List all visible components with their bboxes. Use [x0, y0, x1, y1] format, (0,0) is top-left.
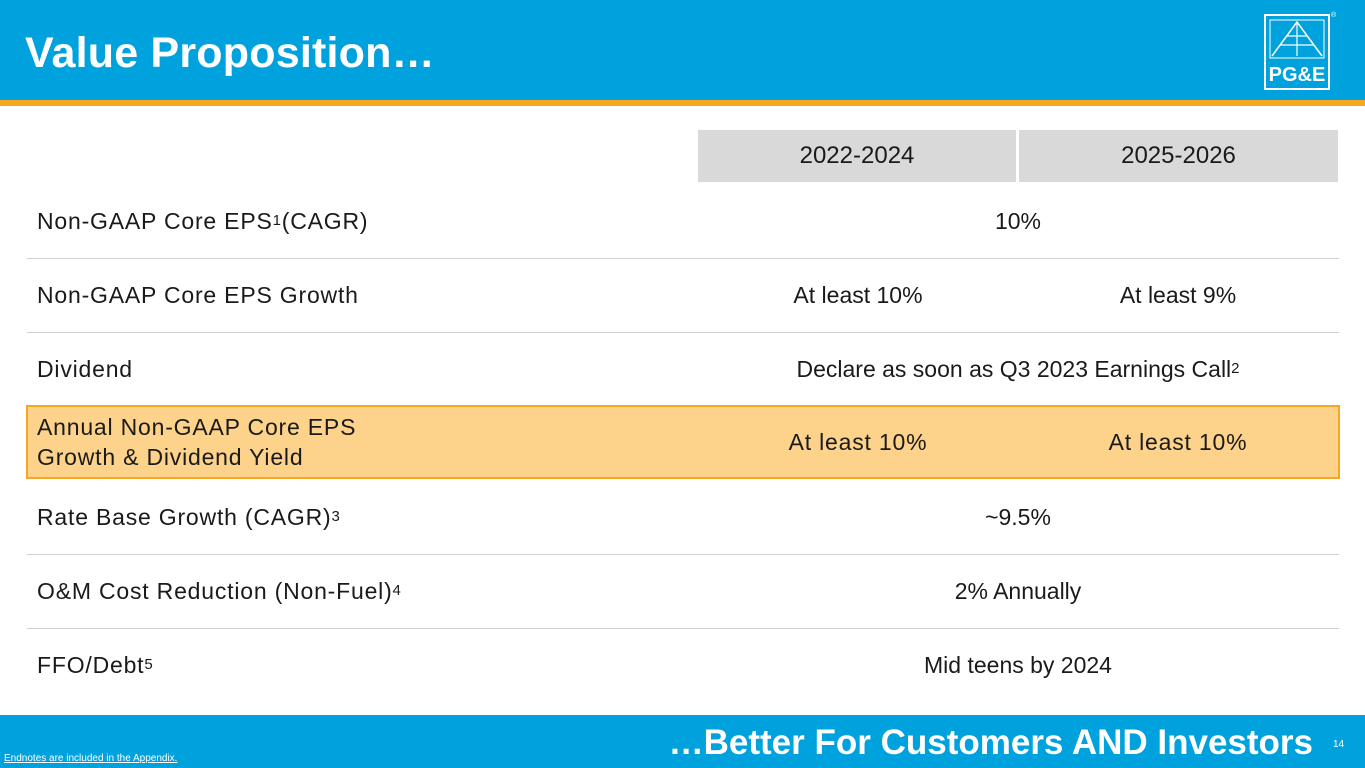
footer-tagline: …Better For Customers AND Investors	[668, 723, 1313, 762]
row-label: Non-GAAP Core EPS Growth	[37, 282, 359, 308]
pge-logo: PG&E	[1264, 14, 1330, 90]
row-value-2025-2026: At least 10%	[1108, 428, 1248, 455]
row-value: 10%	[994, 207, 1042, 234]
row-value-2025-2026: At least 9%	[1119, 281, 1237, 308]
header-accent-stripe	[0, 100, 1365, 106]
row-label: FFO/Debt 5	[37, 652, 154, 678]
table-row: Non-GAAP Core EPS Growth At least 10% At…	[27, 258, 1339, 333]
row-label: O&M Cost Reduction (Non-Fuel) 4	[37, 578, 402, 604]
endnote-link[interactable]: Endnotes are included in the Appendix.	[4, 753, 178, 764]
table-row: Dividend Declare as soon as Q3 2023 Earn…	[27, 332, 1339, 407]
page-number: 14	[1333, 739, 1345, 750]
logo-wordmark: PG&E	[1269, 64, 1326, 86]
table-row-highlighted: Annual Non-GAAP Core EPS Growth & Divide…	[27, 405, 1339, 479]
table-row: Non-GAAP Core EPS 1 (CAGR) 10%	[27, 184, 1339, 259]
column-header-2025-2026: 2025-2026	[1019, 130, 1338, 182]
row-value-2022-2024: At least 10%	[793, 281, 923, 308]
table-row: FFO/Debt 5 Mid teens by 2024	[27, 628, 1339, 702]
highlighted-row-background	[26, 405, 1340, 479]
row-value-2022-2024: At least 10%	[788, 428, 928, 455]
footer-bar	[0, 715, 1365, 768]
row-value: Declare as soon as Q3 2023 Earnings Call…	[796, 355, 1240, 382]
row-label: Annual Non-GAAP Core EPS Growth & Divide…	[37, 414, 357, 470]
row-value: Mid teens by 2024	[924, 651, 1112, 678]
table-row: O&M Cost Reduction (Non-Fuel) 4 2% Annual…	[27, 554, 1339, 629]
row-value: 2% Annually	[954, 577, 1082, 604]
row-value: ~9.5%	[985, 503, 1051, 530]
header-bar	[0, 0, 1365, 100]
table-row: Rate Base Growth (CAGR) 3 ~9.5%	[27, 480, 1339, 555]
column-header-2022-2024: 2022-2024	[698, 130, 1016, 182]
row-label: Dividend	[37, 356, 133, 382]
registered-mark: ®	[1331, 12, 1337, 19]
page-title: Value Proposition…	[25, 29, 435, 77]
row-label: Non-GAAP Core EPS 1 (CAGR)	[37, 208, 369, 234]
row-label: Rate Base Growth (CAGR) 3	[37, 504, 341, 530]
